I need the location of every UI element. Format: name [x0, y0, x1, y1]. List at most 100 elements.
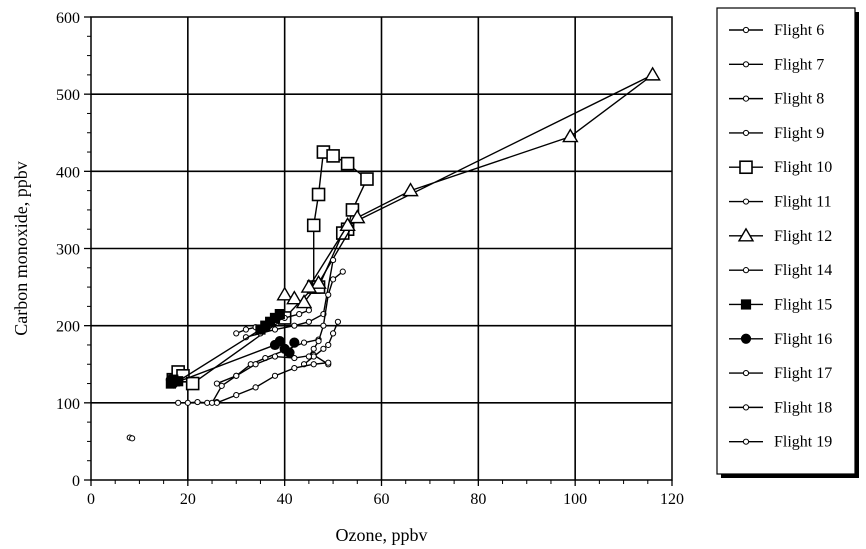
data-point-flight-9	[213, 380, 220, 387]
x-tick-label: 100	[563, 491, 587, 508]
data-point-flight-12	[402, 182, 419, 197]
data-point-flight-11	[242, 326, 250, 333]
data-point-flight-17	[329, 330, 337, 337]
legend-label: Flight 8	[774, 91, 824, 108]
legend-marker-flight-11	[742, 198, 750, 205]
data-point-flight-16	[289, 337, 300, 348]
y-tick-label: 0	[72, 473, 80, 490]
data-point-flight-14	[305, 318, 312, 325]
legend-marker-flight-6	[742, 26, 750, 34]
legend-item-flight-10: Flight 10	[729, 159, 832, 176]
legend-label: Flight 17	[774, 365, 832, 382]
legend-marker-flight-7	[742, 61, 750, 68]
legend: Flight 6 Flight 7 Flight 8 Flight 9 Flight 1…	[716, 7, 859, 478]
data-point-flight-7	[175, 399, 182, 406]
y-tick-label: 300	[56, 242, 80, 259]
legend-marker-flight-14	[742, 267, 750, 274]
x-tick-label: 20	[180, 491, 196, 508]
series-flight-6	[126, 434, 136, 442]
legend-item-flight-15: Flight 15	[729, 296, 832, 313]
data-point-flight-11	[305, 307, 312, 314]
series-line-flight-19	[216, 362, 329, 404]
data-point-flight-12	[300, 278, 318, 293]
data-point-flight-7	[184, 399, 191, 406]
x-tick-label: 40	[277, 491, 293, 508]
data-point-flight-19	[252, 384, 259, 391]
data-point-flight-18	[315, 338, 322, 345]
series-flight-16	[165, 336, 300, 389]
data-point-flight-10	[340, 156, 355, 171]
series-line-flight-9	[216, 354, 329, 385]
x-tick-label: 80	[470, 491, 486, 508]
legend-label: Flight 19	[774, 434, 832, 451]
x-axis-title: Ozone, ppbv	[336, 525, 428, 545]
data-point-flight-8	[218, 382, 225, 389]
data-point-flight-19	[310, 361, 317, 368]
legend-item-flight-18: Flight 18	[729, 399, 832, 416]
data-point-flight-14	[271, 326, 279, 333]
data-point-flight-18	[329, 276, 337, 283]
legend-item-flight-17: Flight 17	[729, 365, 832, 382]
series-flight-18	[305, 268, 346, 360]
legend-label: Flight 10	[774, 159, 832, 176]
data-point-flight-6	[129, 435, 136, 442]
legend-item-flight-12: Flight 12	[729, 227, 832, 245]
grid-lines	[91, 17, 672, 480]
data-point-flight-11	[296, 310, 303, 318]
data-point-flight-17	[334, 318, 342, 325]
data-point-flight-9	[271, 353, 279, 360]
legend-item-flight-11: Flight 11	[729, 194, 832, 211]
y-tick-label: 500	[56, 87, 80, 104]
legend-item-flight-6: Flight 6	[729, 22, 824, 39]
data-point-flight-12	[644, 66, 661, 81]
y-tick-label: 100	[56, 396, 80, 413]
data-point-flight-17	[320, 345, 327, 352]
legend-marker-flight-8	[742, 95, 750, 102]
legend-item-flight-19: Flight 19	[729, 434, 832, 451]
data-point-flight-7	[194, 398, 201, 406]
legend-item-flight-7: Flight 7	[729, 56, 824, 73]
series-flight-17	[300, 318, 342, 368]
data-point-flight-14	[291, 322, 298, 329]
data-point-flight-10	[326, 149, 340, 163]
data-point-flight-16	[274, 336, 285, 347]
data-point-flight-9	[252, 361, 259, 368]
data-point-flight-18	[339, 268, 346, 275]
data-point-flight-9	[291, 354, 298, 362]
data-point-flight-18	[320, 322, 327, 329]
y-tick-label: 200	[56, 319, 80, 336]
legend-label: Flight 16	[774, 331, 832, 348]
data-point-flight-12	[286, 290, 303, 305]
legend-label: Flight 15	[774, 296, 832, 313]
legend-marker-flight-12	[737, 227, 755, 242]
data-point-flight-10	[311, 187, 326, 202]
legend-label: Flight 14	[774, 262, 832, 279]
legend-items: Flight 6 Flight 7 Flight 8 Flight 9 Flight 1…	[729, 22, 832, 451]
legend-label: Flight 6	[774, 22, 824, 39]
legend-label: Flight 9	[774, 125, 824, 142]
data-point-flight-19	[291, 365, 298, 372]
data-point-flight-19	[271, 372, 279, 379]
data-point-flight-12	[339, 216, 356, 232]
data-point-flight-10	[185, 376, 200, 391]
legend-item-flight-9: Flight 9	[729, 125, 824, 142]
legend-marker-flight-10	[739, 160, 753, 175]
data-point-flight-19	[233, 392, 240, 399]
data-point-flight-18	[325, 291, 332, 298]
data-point-flight-19	[213, 399, 220, 406]
series-line-flight-12	[284, 74, 654, 304]
legend-item-flight-14: Flight 14	[729, 262, 832, 279]
data-point-flight-16	[284, 347, 295, 358]
y-axis-title: Carbon monoxide, ppbv	[11, 161, 31, 335]
legend-item-flight-8: Flight 8	[729, 91, 824, 108]
data-point-flight-10	[360, 172, 374, 186]
legend-marker-flight-15	[740, 299, 752, 310]
legend-marker-flight-16	[740, 333, 752, 344]
data-series	[126, 66, 661, 442]
series-flight-10	[166, 145, 374, 391]
data-point-flight-9	[233, 372, 240, 379]
x-tick-label: 60	[374, 491, 390, 508]
data-point-flight-15	[274, 308, 285, 320]
data-point-flight-12	[310, 274, 327, 289]
